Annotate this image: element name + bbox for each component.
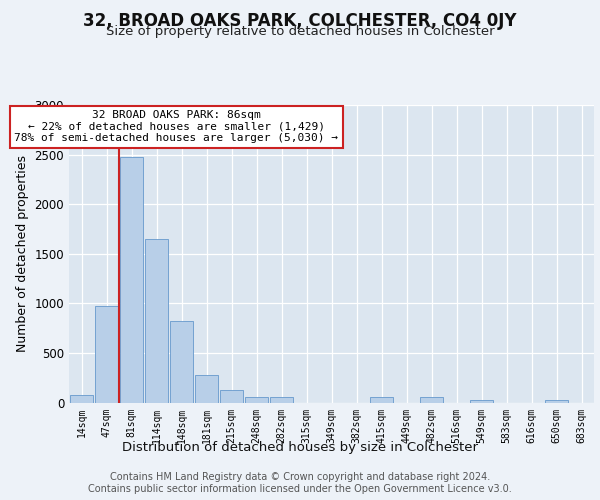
Text: Distribution of detached houses by size in Colchester: Distribution of detached houses by size … bbox=[122, 441, 478, 454]
Text: Contains public sector information licensed under the Open Government Licence v3: Contains public sector information licen… bbox=[88, 484, 512, 494]
Text: 32 BROAD OAKS PARK: 86sqm
← 22% of detached houses are smaller (1,429)
78% of se: 32 BROAD OAKS PARK: 86sqm ← 22% of detac… bbox=[14, 110, 338, 143]
Text: 32, BROAD OAKS PARK, COLCHESTER, CO4 0JY: 32, BROAD OAKS PARK, COLCHESTER, CO4 0JY bbox=[83, 12, 517, 30]
Bar bbox=[545, 400, 568, 402]
Bar bbox=[270, 397, 293, 402]
Bar bbox=[245, 397, 268, 402]
Bar bbox=[170, 320, 193, 402]
Bar bbox=[195, 375, 218, 402]
Text: Size of property relative to detached houses in Colchester: Size of property relative to detached ho… bbox=[106, 25, 494, 38]
Bar bbox=[70, 395, 93, 402]
Bar bbox=[145, 239, 168, 402]
Bar bbox=[370, 397, 393, 402]
Bar bbox=[220, 390, 243, 402]
Y-axis label: Number of detached properties: Number of detached properties bbox=[16, 155, 29, 352]
Text: Contains HM Land Registry data © Crown copyright and database right 2024.: Contains HM Land Registry data © Crown c… bbox=[110, 472, 490, 482]
Bar bbox=[120, 157, 143, 402]
Bar bbox=[95, 306, 118, 402]
Bar bbox=[470, 400, 493, 402]
Bar bbox=[420, 397, 443, 402]
